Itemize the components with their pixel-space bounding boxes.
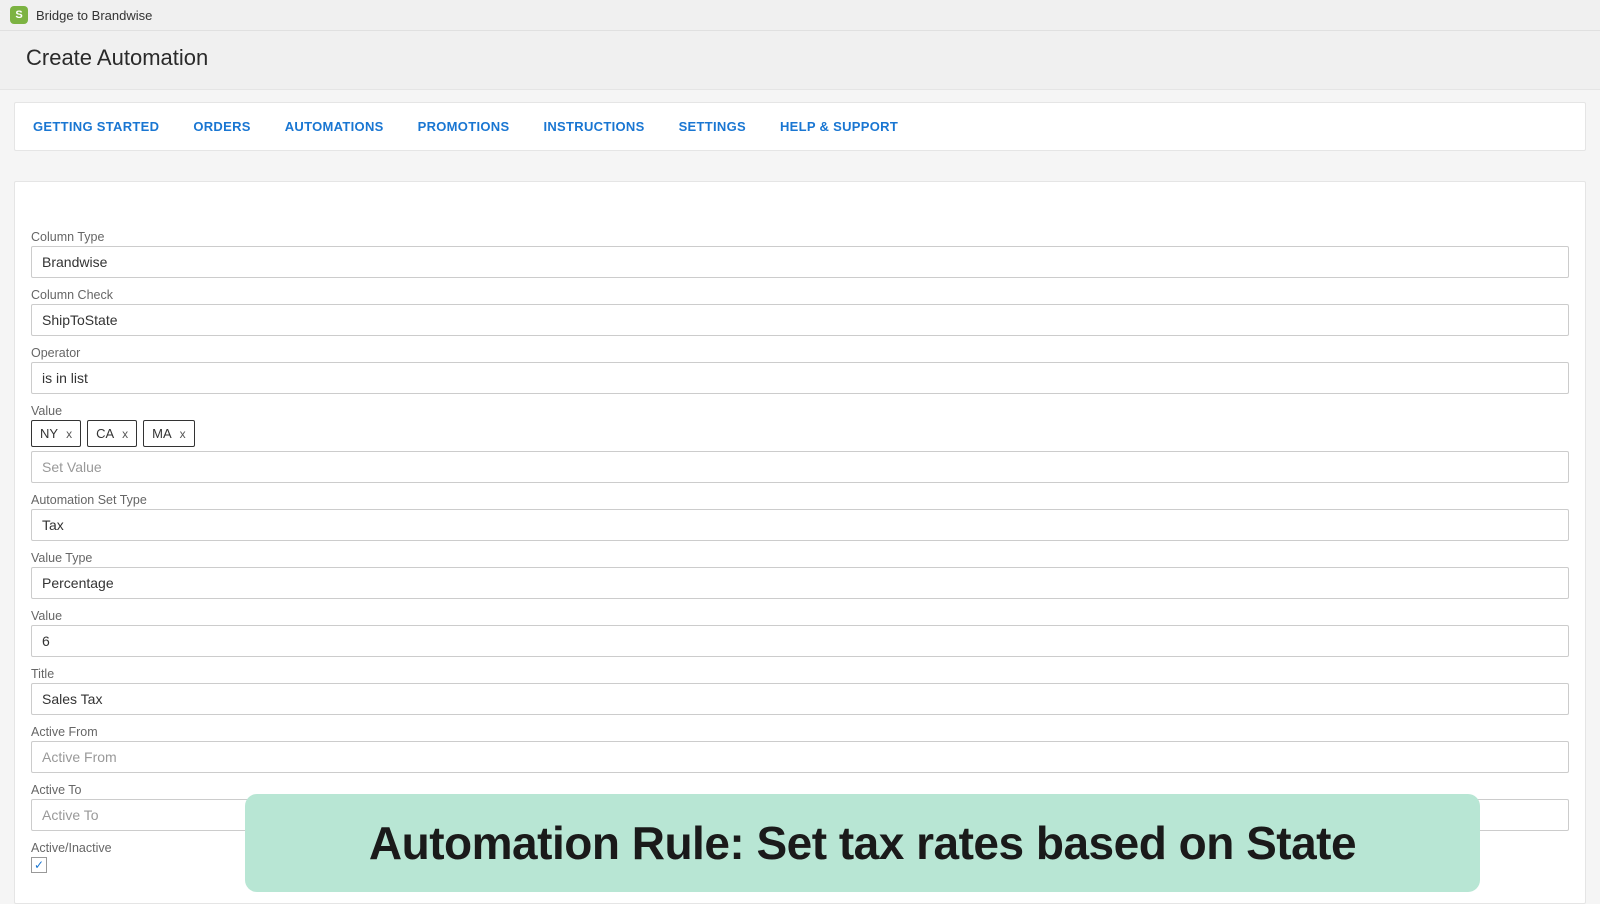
label-column-type: Column Type: [31, 230, 1569, 244]
label-value-num: Value: [31, 609, 1569, 623]
input-title[interactable]: [31, 683, 1569, 715]
title-area: Create Automation: [0, 31, 1600, 90]
app-icon: S: [10, 6, 28, 24]
banner-text: Automation Rule: Set tax rates based on …: [275, 816, 1450, 870]
label-value-tags: Value: [31, 404, 1569, 418]
tab-promotions[interactable]: PROMOTIONS: [414, 103, 514, 150]
field-column-check: Column Check: [31, 288, 1569, 336]
label-title: Title: [31, 667, 1569, 681]
label-operator: Operator: [31, 346, 1569, 360]
field-value-type: Value Type: [31, 551, 1569, 599]
field-operator: Operator: [31, 346, 1569, 394]
input-value-tags[interactable]: [31, 451, 1569, 483]
input-value-num[interactable]: [31, 625, 1569, 657]
tag-remove-icon[interactable]: x: [66, 427, 72, 441]
tab-orders[interactable]: ORDERS: [189, 103, 254, 150]
input-value-type[interactable]: [31, 567, 1569, 599]
field-value-num: Value: [31, 609, 1569, 657]
input-column-type[interactable]: [31, 246, 1569, 278]
tags-row: NY x CA x MA x: [31, 420, 1569, 447]
content-wrap: Column Type Column Check Operator Value …: [0, 163, 1600, 904]
tab-getting-started[interactable]: GETTING STARTED: [29, 103, 163, 150]
app-name: Bridge to Brandwise: [36, 8, 152, 23]
tag-ca[interactable]: CA x: [87, 420, 137, 447]
page-title: Create Automation: [26, 45, 1574, 71]
tag-remove-icon[interactable]: x: [180, 427, 186, 441]
tag-ny[interactable]: NY x: [31, 420, 81, 447]
tag-ma[interactable]: MA x: [143, 420, 195, 447]
tag-label: MA: [152, 426, 172, 441]
tags-container: NY x CA x MA x: [31, 420, 1569, 483]
label-value-type: Value Type: [31, 551, 1569, 565]
nav-wrap: GETTING STARTED ORDERS AUTOMATIONS PROMO…: [0, 90, 1600, 163]
field-automation-set-type: Automation Set Type: [31, 493, 1569, 541]
tab-help-support[interactable]: HELP & SUPPORT: [776, 103, 902, 150]
input-column-check[interactable]: [31, 304, 1569, 336]
overlay-banner: Automation Rule: Set tax rates based on …: [245, 794, 1480, 892]
topbar: S Bridge to Brandwise: [0, 0, 1600, 31]
label-column-check: Column Check: [31, 288, 1569, 302]
tab-automations[interactable]: AUTOMATIONS: [281, 103, 388, 150]
tab-settings[interactable]: SETTINGS: [675, 103, 750, 150]
label-active-from: Active From: [31, 725, 1569, 739]
input-automation-set-type[interactable]: [31, 509, 1569, 541]
field-value-tags: Value NY x CA x MA x: [31, 404, 1569, 483]
tab-instructions[interactable]: INSTRUCTIONS: [539, 103, 648, 150]
tag-remove-icon[interactable]: x: [122, 427, 128, 441]
checkbox-active[interactable]: ✓: [31, 857, 47, 873]
label-automation-set-type: Automation Set Type: [31, 493, 1569, 507]
input-operator[interactable]: [31, 362, 1569, 394]
input-active-from[interactable]: [31, 741, 1569, 773]
tag-label: CA: [96, 426, 114, 441]
nav-card: GETTING STARTED ORDERS AUTOMATIONS PROMO…: [14, 102, 1586, 151]
field-title: Title: [31, 667, 1569, 715]
tag-label: NY: [40, 426, 58, 441]
field-column-type: Column Type: [31, 230, 1569, 278]
field-active-from: Active From: [31, 725, 1569, 773]
